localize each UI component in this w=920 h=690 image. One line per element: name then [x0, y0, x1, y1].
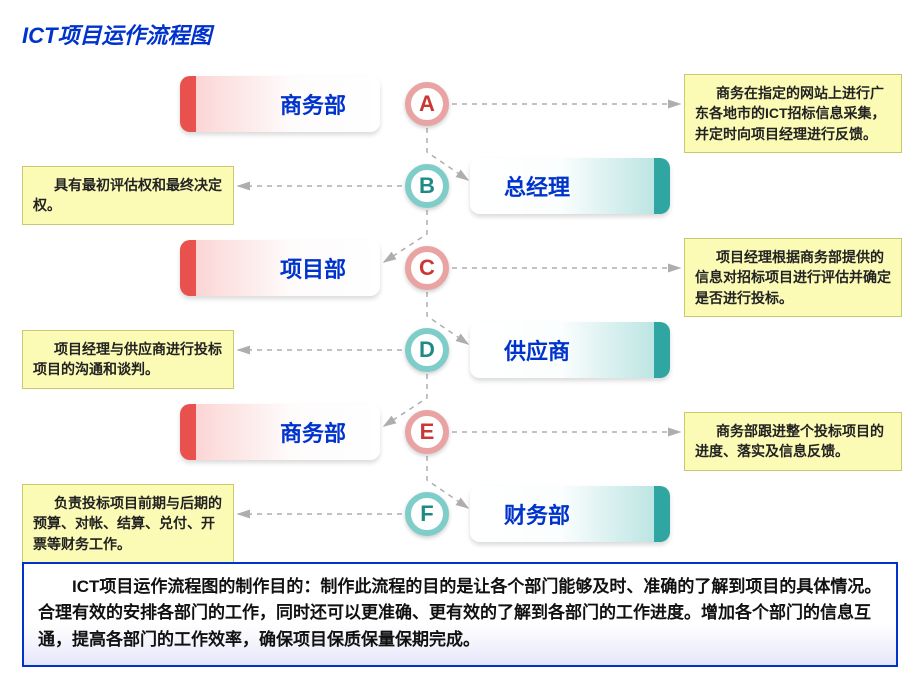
step-circle-d: D — [405, 328, 449, 372]
note-e: 商务部跟进整个投标项目的进度、落实及信息反馈。 — [684, 412, 902, 471]
step-circle-e: E — [405, 410, 449, 454]
step-circle-b: B — [405, 164, 449, 208]
dept-box-e: 商务部 — [180, 404, 380, 460]
dept-box-f: 财务部 — [470, 486, 670, 542]
note-d: 项目经理与供应商进行投标项目的沟通和谈判。 — [22, 330, 234, 389]
dept-box-c: 项目部 — [180, 240, 380, 296]
footer-description: ICT项目运作流程图的制作目的：制作此流程的目的是让各个部门能够及时、准确的了解… — [22, 562, 898, 667]
page-title: ICT项目运作流程图 — [22, 18, 211, 50]
dept-box-b: 总经理 — [470, 158, 670, 214]
note-f: 负责投标项目前期与后期的预算、对帐、结算、兑付、开票等财务工作。 — [22, 484, 234, 563]
step-circle-a: A — [405, 82, 449, 126]
note-a: 商务在指定的网站上进行广东各地市的ICT招标信息采集，并定时向项目经理进行反馈。 — [684, 74, 902, 153]
step-circle-c: C — [405, 246, 449, 290]
note-c: 项目经理根据商务部提供的信息对招标项目进行评估并确定是否进行投标。 — [684, 238, 902, 317]
note-b: 具有最初评估权和最终决定权。 — [22, 166, 234, 225]
dept-box-a: 商务部 — [180, 76, 380, 132]
step-circle-f: F — [405, 492, 449, 536]
dept-box-d: 供应商 — [470, 322, 670, 378]
